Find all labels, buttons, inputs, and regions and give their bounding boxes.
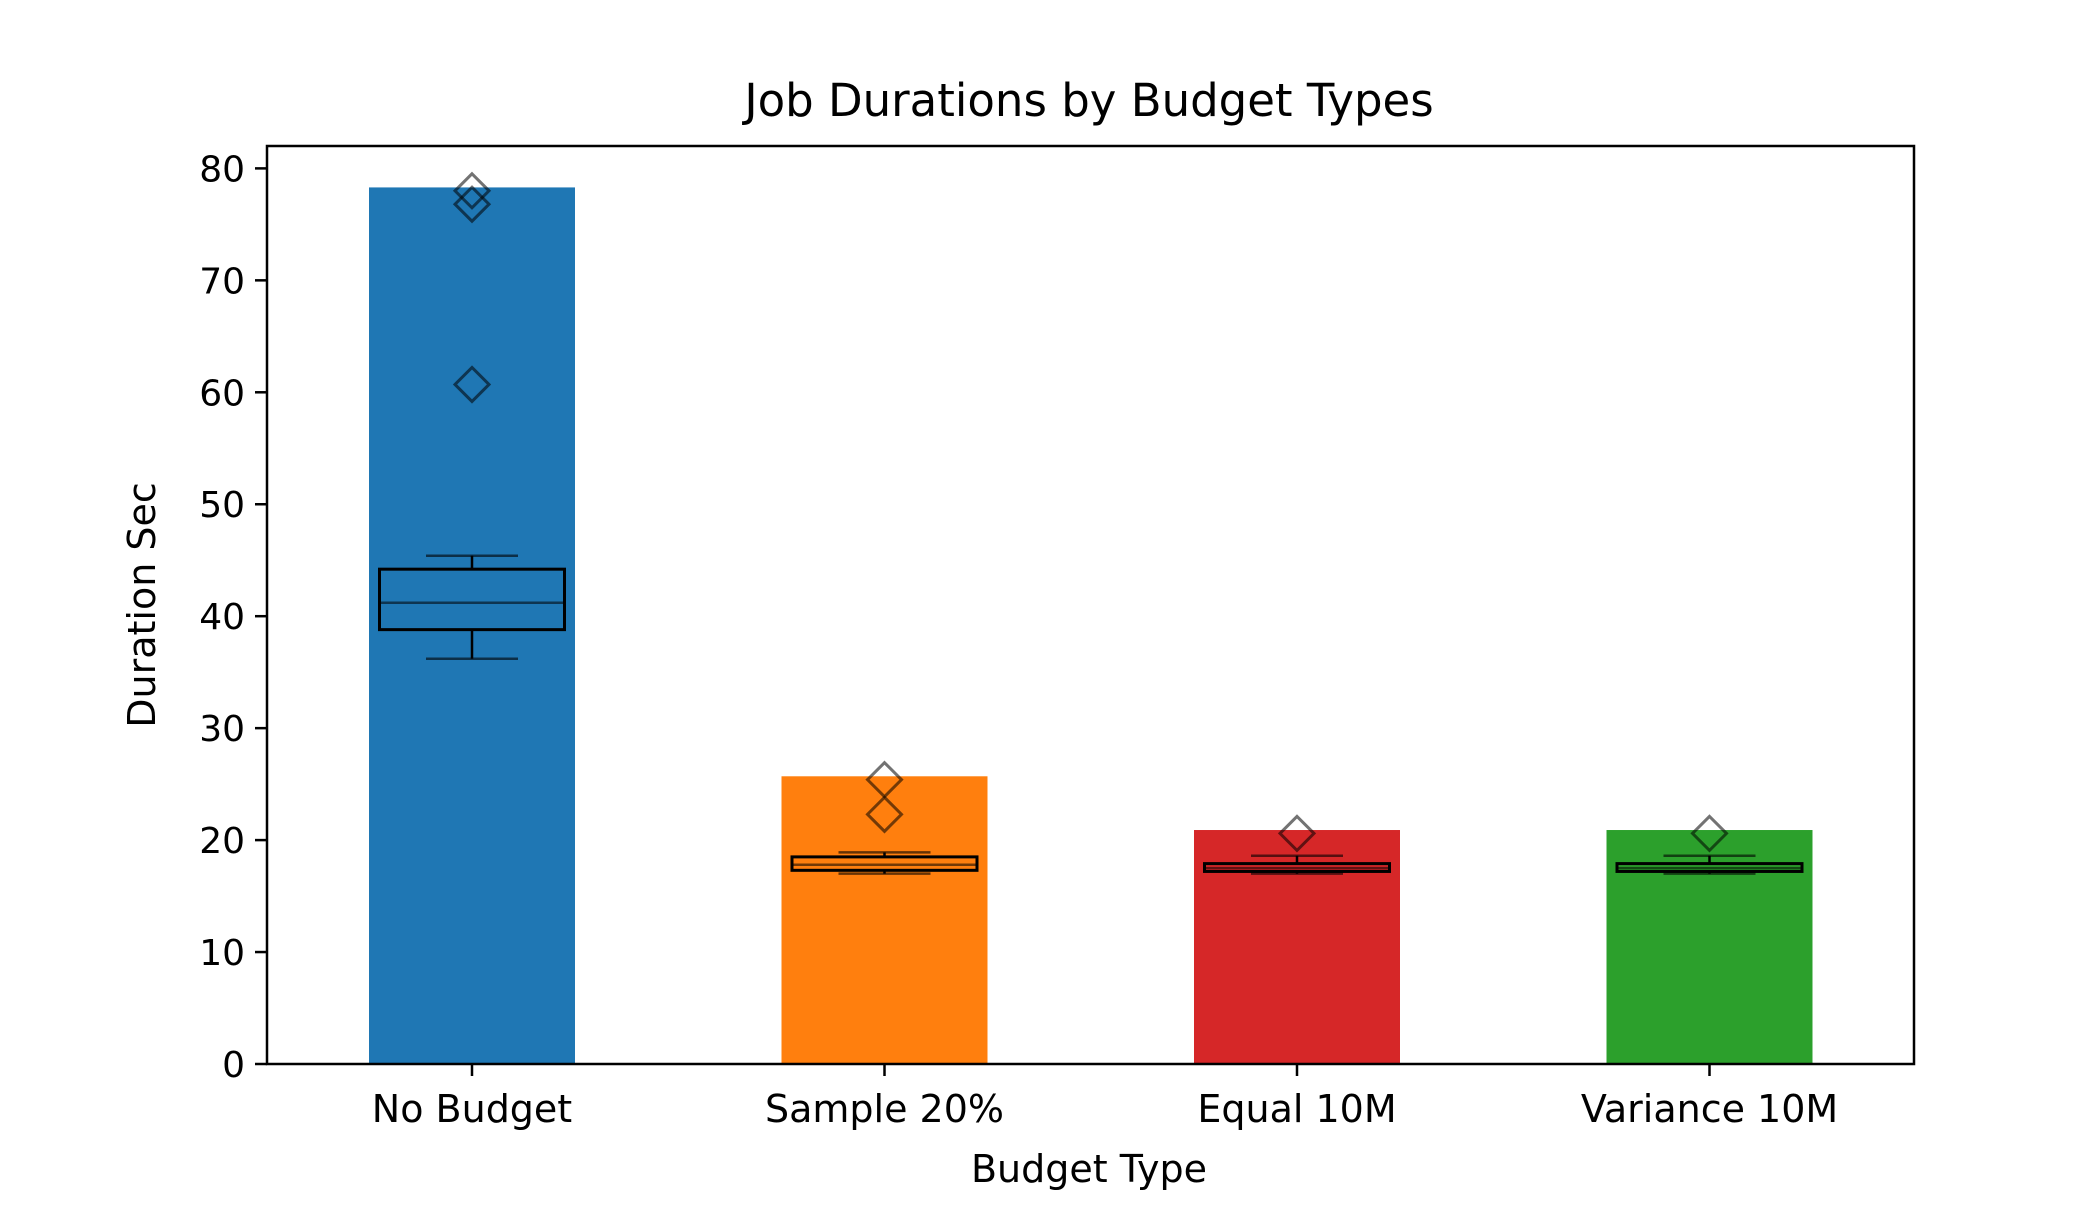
bar-3 bbox=[1606, 830, 1813, 1064]
x-tick-label: Variance 10M bbox=[1581, 1087, 1838, 1131]
y-axis-label: Duration Sec bbox=[120, 482, 164, 728]
axes-frame bbox=[265, 144, 1916, 1066]
boxplot-2 bbox=[1203, 814, 1391, 875]
outlier-marker bbox=[865, 795, 904, 834]
plot-area: 0 10 20 30 40 50 60 70 80 No Budget Sample 20% Equa… bbox=[199, 149, 1838, 1131]
x-tick-label: No Budget bbox=[372, 1087, 572, 1131]
x-tick-label: Equal 10M bbox=[1197, 1087, 1396, 1131]
outlier-marker bbox=[1690, 814, 1729, 853]
boxplot-3 bbox=[1615, 814, 1804, 875]
chart-title: Job Durations by Budget Types bbox=[741, 74, 1433, 127]
y-tick-label: 10 bbox=[199, 933, 245, 974]
y-tick-label: 20 bbox=[199, 821, 245, 862]
boxplot-0 bbox=[378, 171, 566, 660]
x-tick-label: Sample 20% bbox=[765, 1087, 1004, 1131]
y-tick-label: 80 bbox=[199, 149, 245, 190]
y-tick-label: 30 bbox=[199, 709, 245, 750]
outlier-marker bbox=[1277, 814, 1317, 853]
y-tick-label: 0 bbox=[222, 1045, 245, 1086]
y-tick-label: 70 bbox=[199, 261, 245, 302]
bar-1 bbox=[781, 776, 988, 1064]
outlier-marker bbox=[865, 760, 904, 799]
outlier-marker bbox=[452, 365, 492, 404]
x-axis-label: Budget Type bbox=[971, 1147, 1207, 1191]
bar-2 bbox=[1194, 830, 1400, 1064]
outlier-marker bbox=[452, 171, 492, 210]
y-tick-label: 60 bbox=[199, 373, 245, 414]
y-tick-label: 50 bbox=[199, 485, 245, 526]
y-tick-label: 40 bbox=[199, 597, 245, 638]
boxplot-1 bbox=[790, 760, 979, 875]
box-iqr bbox=[378, 567, 566, 632]
bar-0 bbox=[369, 187, 575, 1065]
